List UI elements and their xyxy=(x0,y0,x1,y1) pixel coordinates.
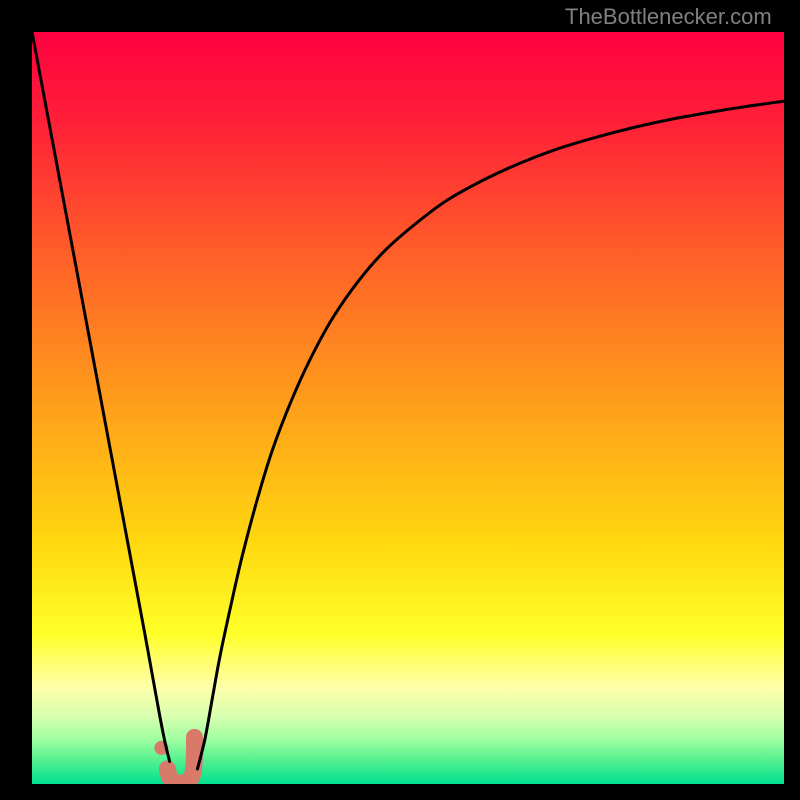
gradient-background xyxy=(32,32,784,784)
plot-area xyxy=(32,32,784,784)
chart-container: TheBottlenecker.com xyxy=(0,0,800,800)
plot-svg xyxy=(32,32,784,784)
watermark-text: TheBottlenecker.com xyxy=(565,4,772,30)
